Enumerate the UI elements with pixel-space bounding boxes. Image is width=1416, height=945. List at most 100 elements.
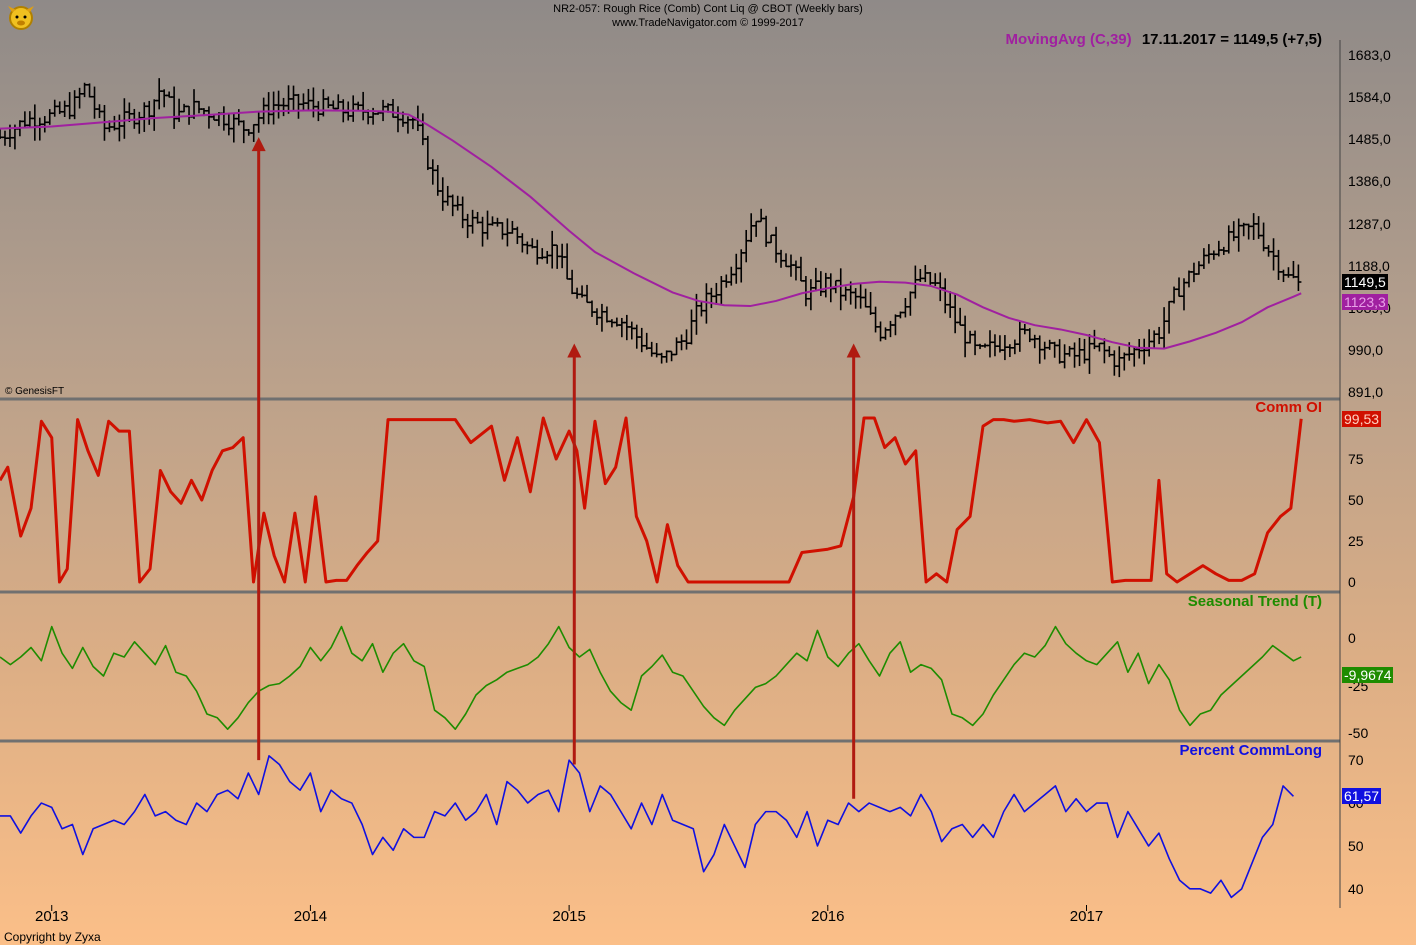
price-bar bbox=[683, 329, 690, 350]
price-y-tick-0: 1683,0 bbox=[1348, 47, 1391, 63]
comm-oi-y-tick-2: 25 bbox=[1348, 533, 1364, 549]
price-bar bbox=[489, 216, 496, 226]
price-bar bbox=[1270, 238, 1277, 271]
price-bar bbox=[917, 268, 924, 282]
price-bar bbox=[688, 309, 695, 345]
price-bar bbox=[678, 334, 685, 351]
price-bar bbox=[255, 112, 262, 133]
price-bar bbox=[235, 109, 242, 126]
price-bar bbox=[648, 341, 655, 357]
price-bar bbox=[1161, 307, 1168, 349]
price-bar bbox=[479, 216, 486, 247]
price-bar bbox=[658, 352, 665, 364]
price-bar bbox=[1076, 337, 1083, 367]
price-bar bbox=[509, 220, 516, 234]
price-bar bbox=[962, 315, 969, 358]
price-bar bbox=[499, 222, 506, 240]
price-bar bbox=[1260, 222, 1267, 252]
percent-commlong-last-badge: 61,57 bbox=[1342, 788, 1382, 805]
bull-icon bbox=[8, 6, 34, 30]
price-bar bbox=[748, 213, 755, 243]
price-bar bbox=[250, 123, 257, 142]
price-bar bbox=[718, 276, 725, 305]
price-bar bbox=[778, 249, 785, 268]
seasonal-trend-y-tick-2: -50 bbox=[1348, 725, 1369, 741]
moving-avg-name: MovingAvg (C,39) bbox=[1005, 31, 1132, 48]
comm-oi-title: Comm OI bbox=[1255, 399, 1322, 416]
price-bar bbox=[86, 83, 93, 98]
price-bar bbox=[350, 95, 357, 122]
price-bar bbox=[1011, 339, 1018, 355]
chart-subtitle: www.TradeNavigator.com © 1999-2017 bbox=[612, 17, 804, 29]
price-bar bbox=[807, 279, 814, 311]
price-bar bbox=[1265, 245, 1272, 257]
price-bar bbox=[26, 111, 33, 128]
genesis-watermark: © GenesisFT bbox=[5, 386, 65, 397]
price-bar bbox=[713, 282, 720, 305]
price-bar bbox=[972, 330, 979, 356]
price-bar bbox=[872, 306, 879, 333]
price-bar bbox=[390, 98, 397, 118]
price-bar bbox=[1185, 270, 1192, 288]
price-bar bbox=[320, 89, 327, 117]
price-bar bbox=[76, 87, 83, 109]
price-bar bbox=[753, 220, 760, 237]
price-bar bbox=[1195, 261, 1202, 275]
price-bar bbox=[116, 114, 123, 142]
price-bar bbox=[71, 90, 78, 120]
price-bar bbox=[1056, 339, 1063, 364]
price-bar bbox=[61, 100, 68, 117]
price-bar bbox=[295, 93, 302, 119]
price-bar bbox=[181, 103, 188, 113]
price-bar bbox=[429, 159, 436, 185]
price-bar bbox=[1295, 264, 1302, 291]
price-bar bbox=[419, 113, 426, 146]
price-bar bbox=[1285, 267, 1292, 278]
price-y-tick-5: 1188,0 bbox=[1348, 257, 1390, 274]
price-bar bbox=[698, 301, 705, 317]
seasonal-trend-title: Seasonal Trend (T) bbox=[1187, 593, 1322, 610]
price-bar bbox=[773, 226, 780, 263]
percent-commlong-y-tick-3: 40 bbox=[1348, 880, 1364, 897]
price-bar bbox=[1061, 344, 1068, 369]
price-bar bbox=[952, 294, 959, 334]
price-y-tick-8: 891,0 bbox=[1348, 384, 1384, 400]
price-bar bbox=[310, 87, 317, 118]
price-bar bbox=[1290, 260, 1297, 279]
price-bar bbox=[469, 209, 476, 234]
price-bar bbox=[31, 104, 38, 141]
price-bar bbox=[887, 320, 894, 338]
price-bar bbox=[957, 307, 964, 326]
price-bar bbox=[270, 91, 277, 125]
chart-title: NR2-057: Rough Rice (Comb) Cont Liq @ CB… bbox=[553, 3, 863, 15]
price-y-tick-4: 1287,0 bbox=[1348, 215, 1391, 232]
price-bar bbox=[723, 274, 730, 288]
price-bar bbox=[300, 93, 307, 111]
signal-arrow bbox=[846, 343, 861, 799]
price-bar bbox=[1096, 342, 1103, 352]
x-tick-label-2015: 2015 bbox=[552, 908, 586, 925]
comm-oi-y-tick-1: 50 bbox=[1348, 492, 1364, 508]
price-bar bbox=[1166, 300, 1173, 334]
price-bar bbox=[942, 278, 949, 314]
price-bar bbox=[937, 272, 944, 302]
price-bar bbox=[240, 120, 247, 144]
price-bar bbox=[1176, 277, 1183, 298]
price-bar bbox=[967, 330, 974, 344]
price-bar bbox=[1051, 341, 1058, 358]
price-bar bbox=[265, 92, 272, 125]
x-tick-label-2016: 2016 bbox=[811, 908, 845, 925]
price-bar bbox=[519, 233, 526, 253]
price-bar bbox=[564, 243, 571, 280]
price-bar bbox=[36, 117, 43, 141]
price-bar bbox=[663, 350, 670, 363]
percent-commlong-y-tick-2: 50 bbox=[1348, 837, 1364, 854]
price-bar bbox=[1046, 339, 1053, 350]
price-bar bbox=[121, 98, 128, 139]
price-bar bbox=[280, 97, 287, 117]
price-bar bbox=[628, 321, 635, 340]
price-bar bbox=[41, 116, 48, 133]
seasonal-trend-last-badge: -9,9674 bbox=[1342, 666, 1394, 683]
price-bar bbox=[792, 260, 799, 281]
